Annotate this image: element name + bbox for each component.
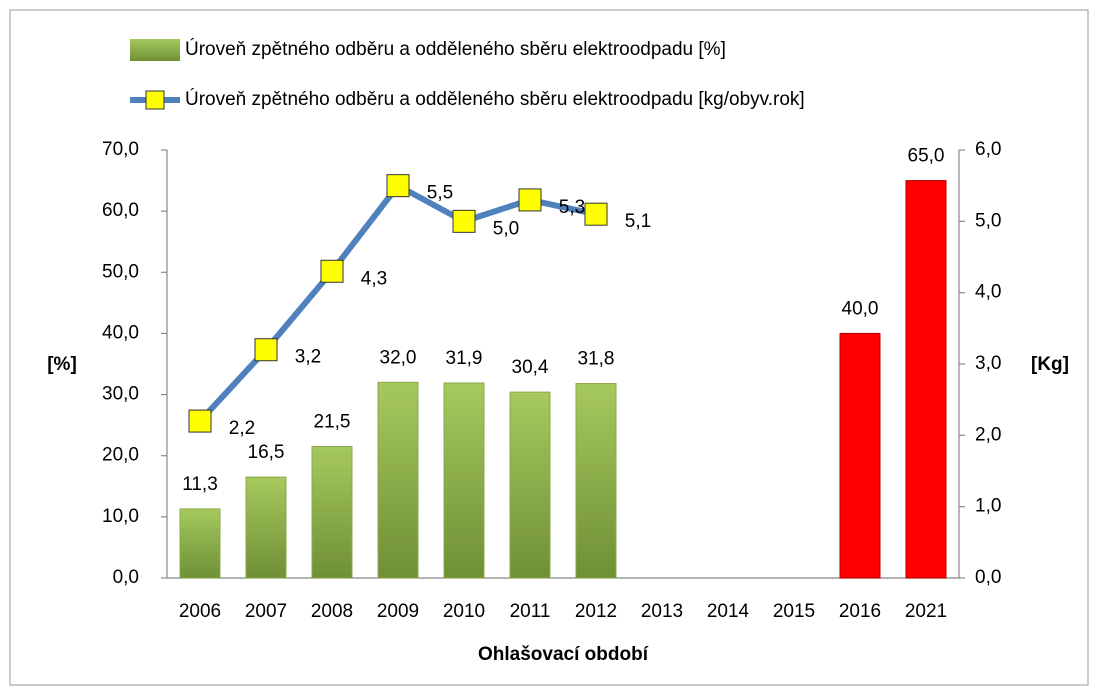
bar-value-label: 30,4 [512, 357, 549, 378]
line-value-label: 5,3 [559, 197, 585, 218]
line-value-label: 4,3 [361, 268, 387, 289]
x-tick-label: 2016 [839, 601, 881, 622]
y-tick-label: 70,0 [102, 139, 139, 160]
bar [905, 180, 947, 579]
y-tick-label: 0,0 [113, 567, 139, 588]
line-marker [386, 174, 410, 198]
legend-swatch [130, 39, 180, 61]
x-axis-title: Ohlašovací období [478, 644, 649, 665]
y2-tick-label: 4,0 [975, 282, 1001, 303]
line-value-label: 5,1 [625, 211, 651, 232]
bar-value-label: 16,5 [248, 442, 285, 463]
line-value-label: 5,5 [427, 183, 453, 204]
bar-value-label: 21,5 [314, 412, 351, 433]
x-tick-label: 2012 [575, 601, 617, 622]
bar [245, 476, 287, 579]
line-marker [254, 338, 278, 362]
y-tick-label: 60,0 [102, 200, 139, 221]
x-tick-label: 2013 [641, 601, 683, 622]
bar [443, 382, 485, 579]
line-marker [320, 259, 344, 283]
x-tick-label: 2010 [443, 601, 485, 622]
line-value-label: 3,2 [295, 347, 321, 368]
y-axis-title: [%] [47, 354, 77, 375]
bar [839, 332, 881, 579]
bar-value-label: 11,3 [182, 474, 218, 495]
x-tick-label: 2007 [245, 601, 287, 622]
y-tick-label: 30,0 [102, 384, 139, 405]
y2-tick-label: 0,0 [975, 567, 1001, 588]
y2-tick-label: 2,0 [975, 424, 1001, 445]
line-marker [518, 188, 542, 212]
x-tick-label: 2014 [707, 601, 750, 622]
line-value-label: 5,0 [493, 218, 519, 239]
y2-tick-label: 1,0 [975, 496, 1001, 517]
y-tick-label: 10,0 [102, 506, 139, 527]
bar-value-label: 65,0 [908, 146, 945, 167]
line-value-label: 2,2 [229, 418, 255, 439]
bar-value-label: 32,0 [380, 347, 417, 368]
y-tick-label: 40,0 [102, 322, 139, 343]
bar [311, 446, 353, 579]
x-tick-label: 2011 [510, 601, 551, 622]
y-tick-label: 20,0 [102, 445, 139, 466]
bar [377, 381, 419, 579]
line-marker [584, 202, 608, 226]
bar [575, 383, 617, 579]
bar-value-label: 40,0 [842, 298, 879, 319]
x-tick-label: 2009 [377, 601, 419, 622]
bar-value-label: 31,9 [446, 348, 483, 369]
line-marker [188, 409, 212, 433]
line-marker [452, 209, 476, 233]
legend-label: Úroveň zpětného odběru a odděleného sběr… [185, 88, 805, 110]
bar [509, 391, 551, 579]
y2-tick-label: 5,0 [975, 210, 1001, 231]
legend-label: Úroveň zpětného odběru a odděleného sběr… [185, 38, 726, 60]
bar [179, 508, 221, 579]
y-tick-label: 50,0 [102, 261, 139, 282]
bar-value-label: 31,8 [578, 349, 615, 370]
y2-axis-title: [Kg] [1031, 354, 1069, 375]
x-tick-label: 2006 [179, 601, 221, 622]
legend-marker [145, 90, 165, 110]
y2-tick-label: 6,0 [975, 139, 1001, 160]
x-tick-label: 2015 [773, 601, 815, 622]
y2-tick-label: 3,0 [975, 353, 1001, 374]
x-tick-label: 2008 [311, 601, 353, 622]
x-tick-label: 2021 [905, 601, 947, 622]
